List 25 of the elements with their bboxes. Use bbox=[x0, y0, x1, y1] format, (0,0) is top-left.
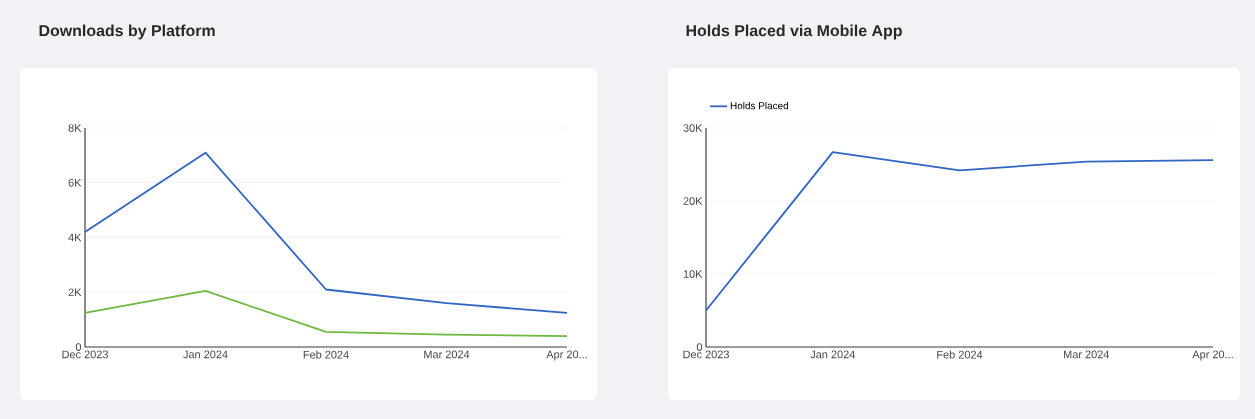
x-tick-label: Feb 2024 bbox=[303, 350, 349, 359]
y-tick-label: 8K bbox=[68, 124, 82, 132]
y-tick-label: 30K bbox=[683, 124, 703, 132]
line-series bbox=[84, 151, 568, 314]
line-series bbox=[705, 151, 1214, 312]
x-tick-label: Mar 2024 bbox=[1064, 350, 1110, 359]
x-tick-label: Dec 2023 bbox=[683, 350, 729, 359]
x-tick-label: Jan 2024 bbox=[183, 350, 228, 359]
legend-label: Holds Placed bbox=[730, 101, 789, 110]
line-series bbox=[84, 289, 568, 337]
x-tick-label: Apr 20... bbox=[1192, 350, 1233, 361]
y-tick-label: 0 bbox=[75, 343, 82, 351]
x-tick-label: Jan 2024 bbox=[810, 350, 855, 359]
y-tick-label: 0 bbox=[696, 343, 703, 351]
x-tick-label: Apr 20... bbox=[546, 350, 587, 361]
x-tick-label: Feb 2024 bbox=[937, 350, 983, 359]
chart-title: Downloads by Platform bbox=[39, 24, 215, 40]
x-tick-label: Dec 2023 bbox=[62, 350, 108, 359]
y-tick-label: 2K bbox=[68, 288, 82, 297]
y-tick-label: 4K bbox=[68, 233, 82, 242]
y-tick-label: 6K bbox=[68, 178, 82, 187]
chart-title: Holds Placed via Mobile App bbox=[686, 24, 902, 40]
y-tick-label: 10K bbox=[683, 270, 703, 278]
y-tick-label: 20K bbox=[683, 197, 703, 205]
x-tick-label: Mar 2024 bbox=[424, 350, 470, 359]
